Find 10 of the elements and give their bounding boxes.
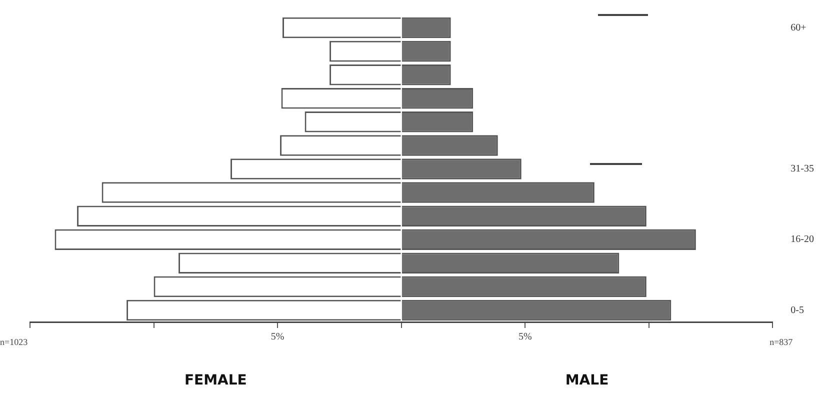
y-tick-label: 16-20 [790, 234, 814, 246]
y-tick-label: 0-5 [790, 304, 804, 316]
x-tick-label: 5% [270, 332, 284, 343]
text: n=1023 [0, 336, 28, 347]
text: n=837 [770, 336, 794, 347]
text: MALE [565, 372, 609, 389]
text: FEMALE [184, 372, 247, 389]
x-tick-label: 5% [518, 332, 532, 343]
y-tick-label: 60+ [790, 22, 807, 34]
y-tick-label: 31-35 [790, 164, 814, 175]
